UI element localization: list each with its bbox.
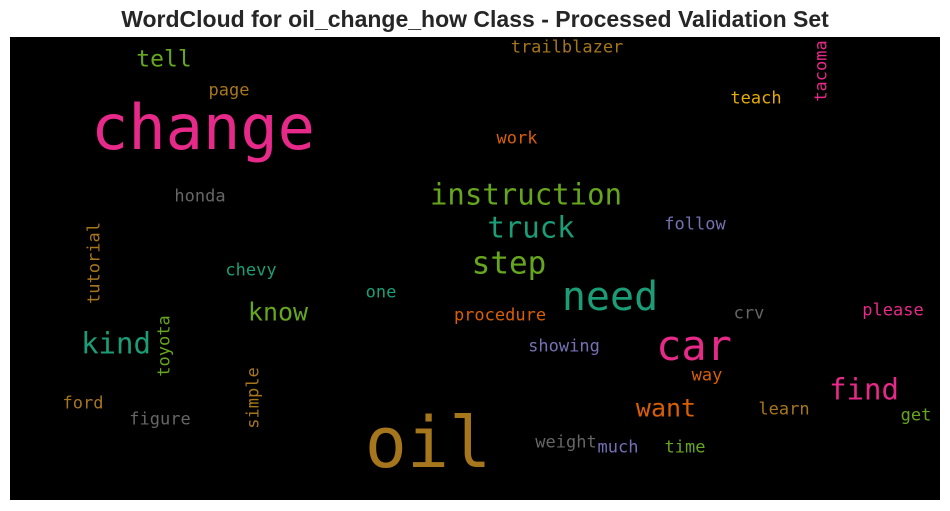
word-want: want (635, 393, 697, 423)
word-learn: learn (758, 399, 810, 420)
word-one: one (365, 282, 397, 303)
word-tacoma: tacoma (811, 40, 832, 102)
word-instruction: instruction (429, 177, 623, 212)
word-weight: weight (535, 432, 597, 453)
word-showing: showing (528, 336, 600, 357)
chart-title: WordCloud for oil_change_how Class - Pro… (121, 6, 829, 32)
word-please: please (862, 300, 924, 321)
word-need: need (561, 274, 659, 320)
word-tell: tell (136, 46, 192, 73)
word-find: find (829, 372, 899, 407)
word-chevy: chevy (225, 260, 277, 281)
word-ford: ford (62, 393, 104, 414)
word-figure: figure (129, 409, 191, 430)
word-procedure: procedure (453, 305, 547, 326)
word-honda: honda (174, 186, 226, 207)
word-truck: truck (487, 210, 575, 245)
word-page: page (208, 80, 250, 101)
word-change: change (91, 91, 315, 164)
word-crv: crv (733, 303, 765, 324)
word-way: way (691, 365, 723, 386)
word-teach: teach (730, 88, 782, 109)
word-get: get (900, 405, 932, 426)
word-step: step (471, 245, 547, 282)
word-toyota: toyota (154, 315, 175, 377)
word-simple: simple (243, 367, 264, 429)
word-tutorial: tutorial (84, 222, 105, 304)
word-follow: follow (664, 214, 726, 235)
word-work: work (496, 128, 538, 149)
word-know: know (247, 297, 309, 327)
word-time: time (664, 437, 706, 458)
word-oil: oil (364, 402, 492, 484)
word-kind: kind (81, 326, 151, 361)
wordcloud-canvas: change oil need car step instruction tru… (10, 37, 940, 500)
word-much: much (597, 437, 639, 458)
word-trailblazer: trailblazer (510, 37, 624, 58)
word-car: car (656, 321, 732, 370)
